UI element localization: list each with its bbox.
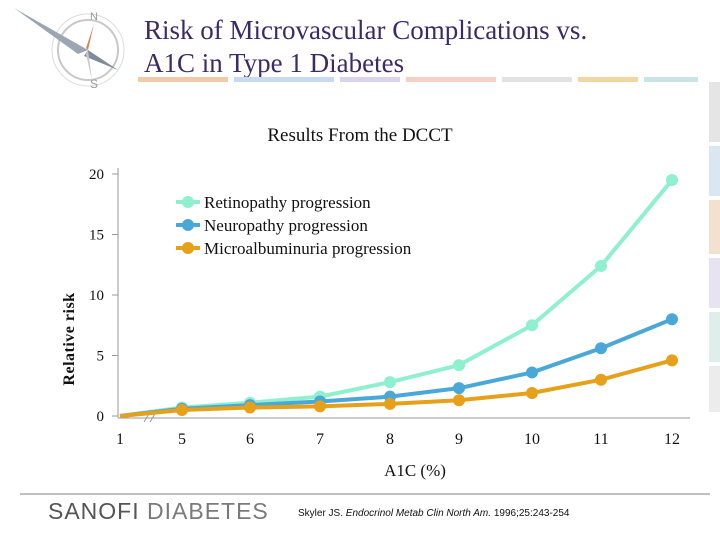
data-point: [666, 354, 678, 367]
citation-ref: 1996;25:243-254: [493, 508, 570, 519]
data-point: [244, 401, 256, 414]
x-tick-label: 7: [316, 431, 324, 448]
series-line: [119, 317, 673, 418]
citation: Skyler JS. Endocrinol Metab Clin North A…: [298, 508, 569, 519]
logo-diabetes-text: DIABETES: [147, 498, 269, 524]
legend-swatch-marker: [182, 219, 194, 231]
slide-title: Risk of Microvascular Complications vs. …: [144, 14, 704, 80]
data-point: [384, 397, 396, 410]
slide-title-line-2: A1C in Type 1 Diabetes: [144, 48, 405, 78]
slide-title-line-1: Risk of Microvascular Complications vs.: [144, 15, 588, 45]
data-point: [176, 403, 188, 416]
data-point: [314, 400, 326, 413]
x-tick-label: 8: [386, 431, 394, 448]
company-logo: SANOFI DIABETES: [48, 498, 269, 525]
legend-swatch-marker: [182, 196, 194, 208]
data-point: [595, 373, 607, 386]
y-tick-label: 0: [97, 409, 105, 425]
logo-sanofi-text: SANOFI: [48, 498, 140, 524]
data-point: [453, 359, 465, 372]
x-tick-label: 12: [664, 431, 680, 448]
legend-label: Retinopathy progression: [204, 193, 371, 212]
x-tick-label: 5: [178, 431, 186, 448]
legend-label: Microalbuminuria progression: [204, 239, 412, 258]
x-tick-label: 9: [455, 431, 463, 448]
x-tick-label: 1: [116, 431, 124, 448]
legend-swatch-marker: [182, 242, 194, 254]
footer-divider: [20, 493, 710, 495]
data-point: [453, 394, 465, 407]
y-tick-label: 20: [89, 167, 104, 183]
svg-text:S: S: [90, 77, 98, 90]
data-point: [595, 259, 607, 272]
x-tick-label: 6: [246, 431, 254, 448]
legend-label: Neuropathy progression: [204, 216, 368, 235]
side-decoration: [709, 82, 720, 412]
citation-author: Skyler JS.: [298, 508, 344, 519]
data-point: [526, 319, 538, 332]
x-tick-label: 11: [593, 431, 608, 448]
citation-journal: Endocrinol Metab Clin North Am.: [345, 508, 492, 519]
x-tick-label: 10: [524, 431, 540, 448]
data-point: [453, 382, 465, 395]
data-point: [384, 376, 396, 389]
y-tick-label: 15: [89, 228, 104, 244]
data-point: [595, 342, 607, 355]
y-tick-label: 5: [97, 349, 105, 365]
x-axis-label: A1C (%): [384, 461, 446, 480]
data-point: [526, 387, 538, 400]
data-point: [666, 174, 678, 187]
chart-title: Results From the DCCT: [267, 125, 453, 146]
data-point: [526, 366, 538, 379]
series-line: [119, 358, 673, 418]
y-tick-label: 10: [89, 288, 104, 304]
compass-logo-icon: N S: [14, 8, 125, 90]
svg-text:N: N: [90, 11, 98, 23]
title-underline-bar: [138, 77, 698, 82]
data-point: [666, 313, 678, 326]
